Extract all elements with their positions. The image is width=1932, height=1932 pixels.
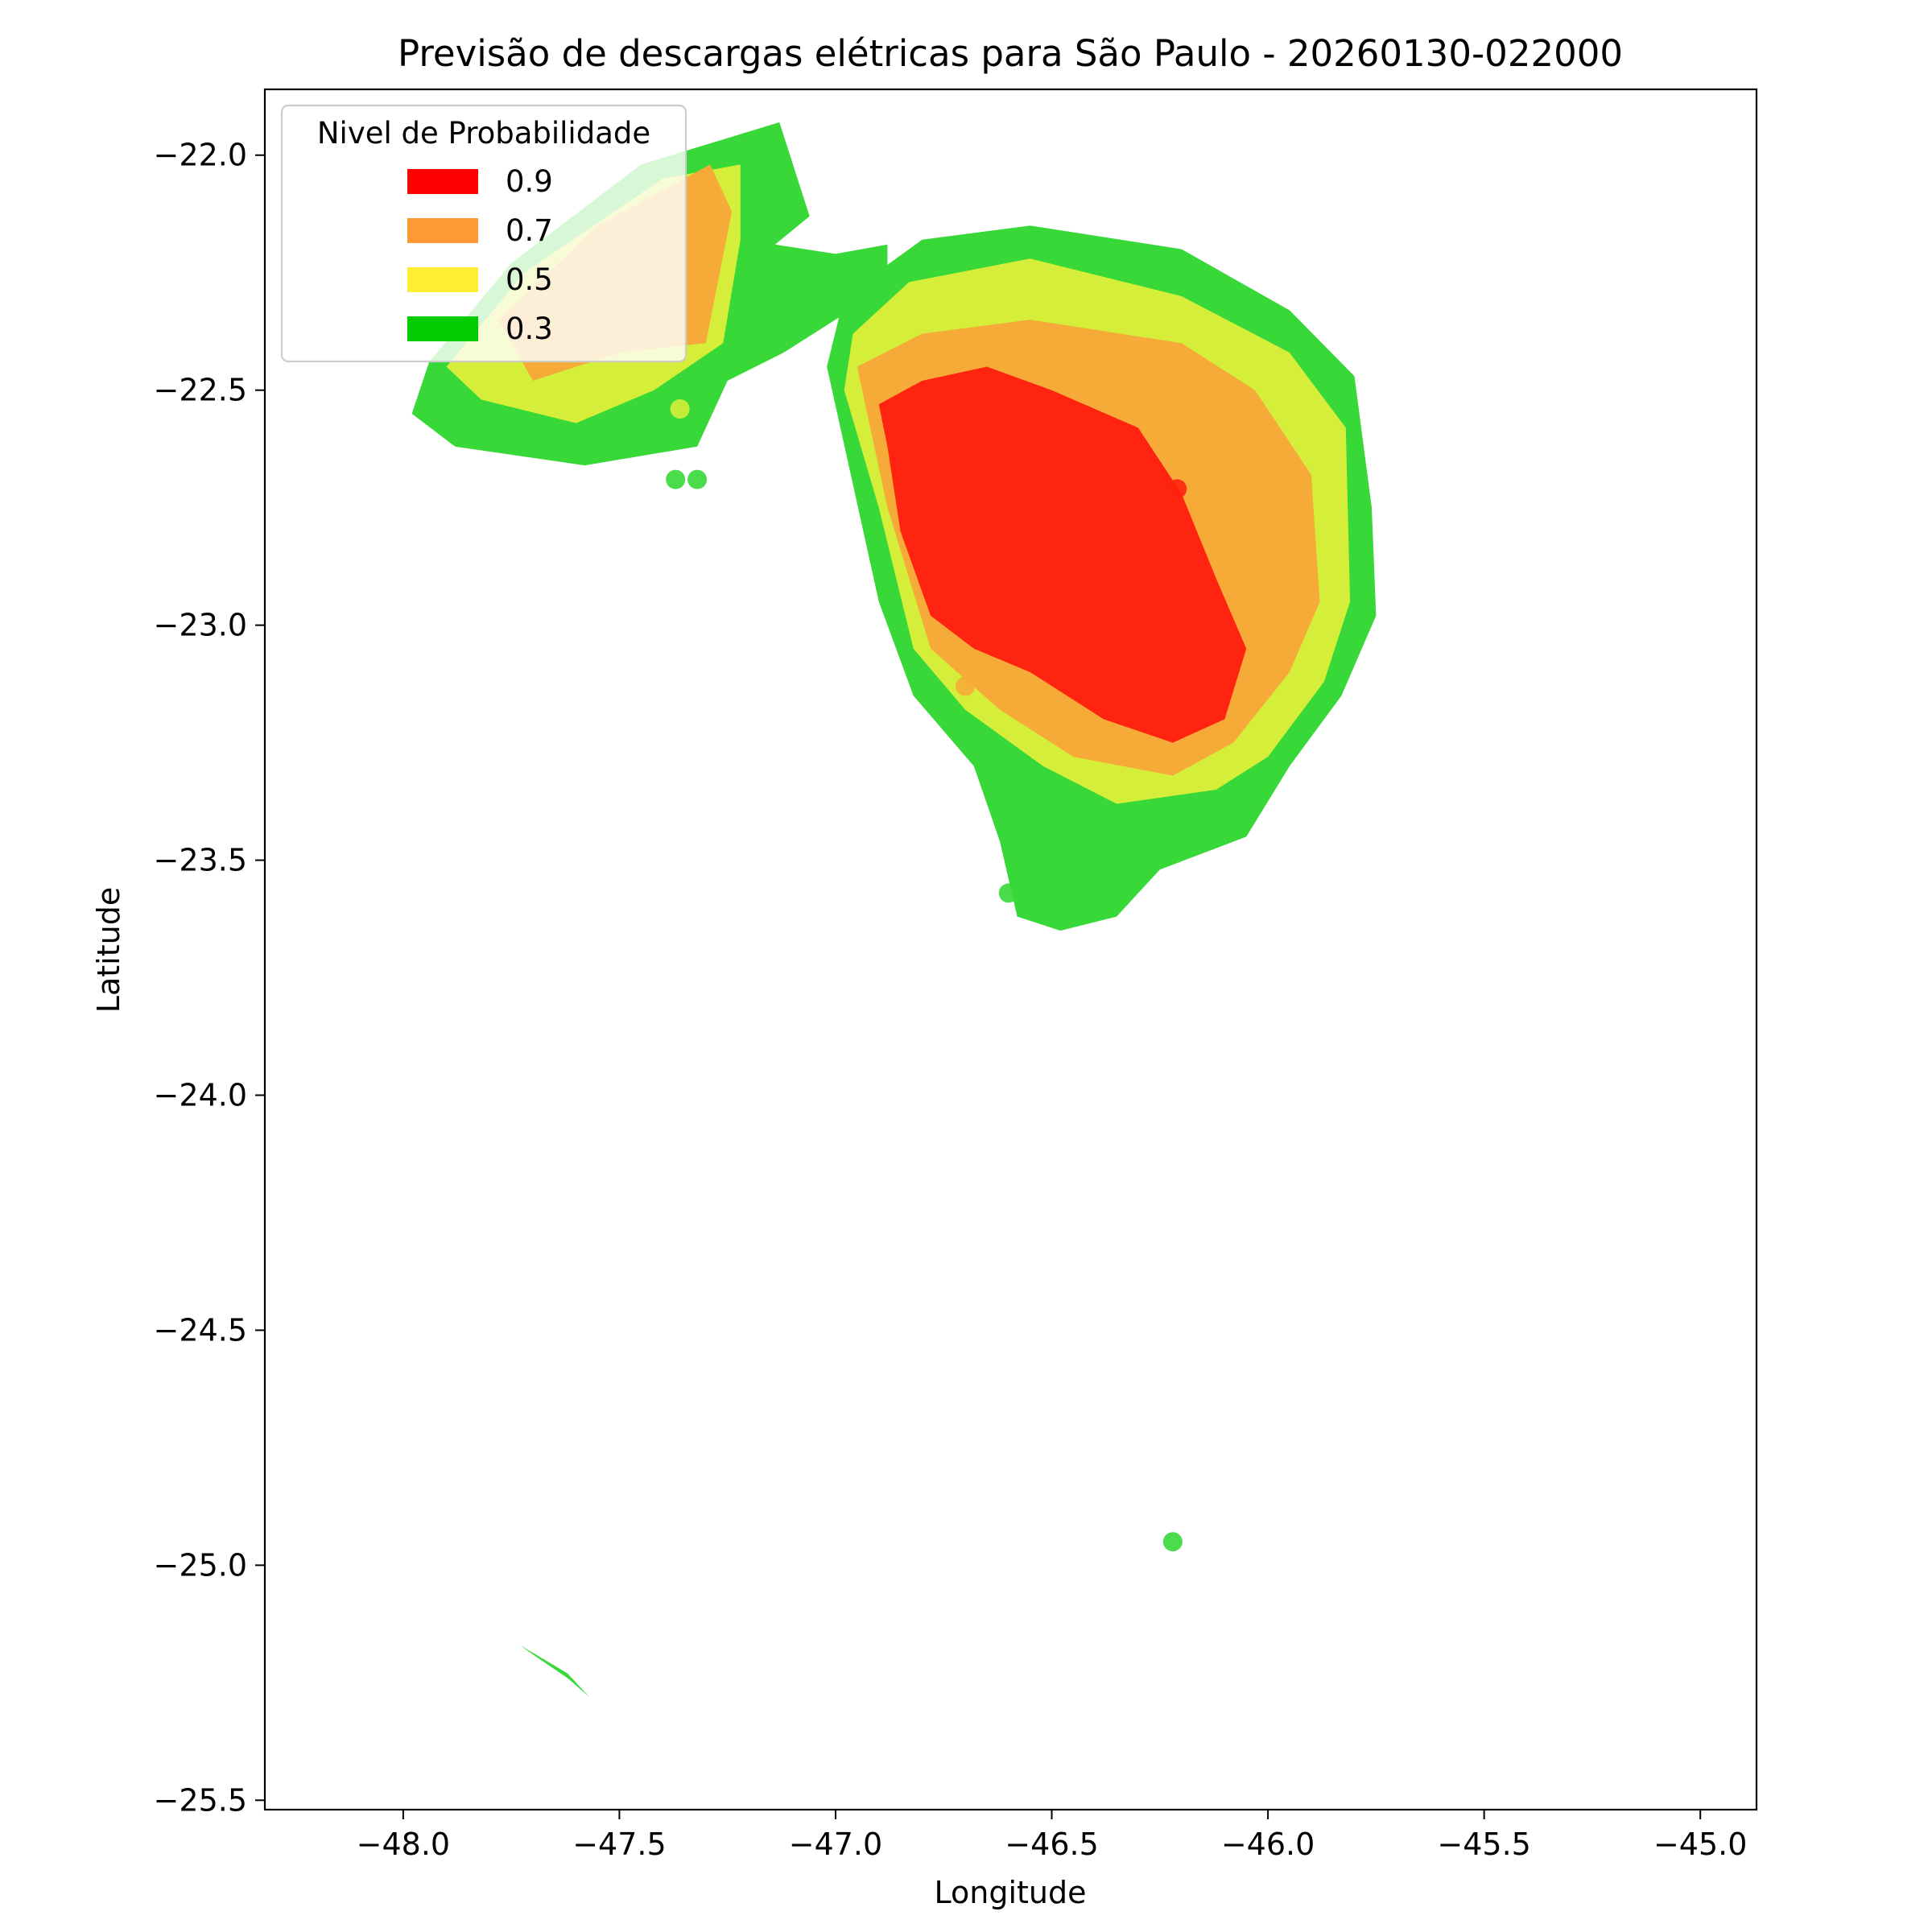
- legend-title: Nivel de Probabilidade: [317, 116, 650, 151]
- x-tick-label: −48.0: [357, 1827, 450, 1862]
- x-tick-label: −46.0: [1221, 1827, 1315, 1862]
- legend-label: 0.9: [506, 164, 553, 199]
- legend: Nivel de Probabilidade 0.9 0.7 0.5 0.3: [280, 104, 687, 363]
- strike-point-8: [1162, 1532, 1183, 1552]
- y-axis-label: Latitude: [91, 887, 126, 1013]
- x-tick-label: −46.5: [1005, 1827, 1098, 1862]
- strike-point-4: [956, 676, 976, 696]
- legend-label: 0.7: [506, 213, 553, 248]
- strike-point-3: [1167, 479, 1187, 499]
- x-tick-label: −45.5: [1437, 1827, 1530, 1862]
- chart-title: Previsão de descargas elétricas para São…: [398, 32, 1623, 75]
- contour-region-03-7: [519, 1645, 589, 1697]
- legend-swatch-07: [407, 218, 478, 243]
- legend-frame: [280, 104, 687, 363]
- strike-point-6: [1042, 700, 1062, 720]
- strike-point-2: [687, 469, 708, 489]
- legend-label: 0.3: [506, 312, 553, 346]
- axes-frame: [263, 88, 1758, 1811]
- plot-area: [411, 122, 1377, 1697]
- y-tick-label: −25.5: [154, 1782, 247, 1818]
- strike-point-5: [1020, 691, 1040, 710]
- x-tick-label: −47.0: [789, 1827, 882, 1862]
- strike-point-0: [670, 399, 690, 419]
- legend-label: 0.5: [506, 262, 553, 297]
- x-axis: −48.0 −47.5 −47.0 −46.5 −46.0 −45.5 −45.0: [357, 1810, 1747, 1862]
- x-tick-label: −47.5: [572, 1827, 666, 1862]
- y-tick-label: −23.0: [154, 608, 247, 643]
- y-tick-label: −25.0: [154, 1547, 247, 1583]
- strike-point-1: [666, 469, 686, 489]
- legend-swatch-09: [407, 169, 478, 194]
- y-tick-label: −24.5: [154, 1312, 247, 1348]
- legend-swatch-03: [407, 316, 478, 341]
- legend-swatch-05: [407, 267, 478, 292]
- x-axis-label: Longitude: [935, 1875, 1087, 1910]
- contour-region-09-6: [878, 366, 1247, 743]
- y-tick-label: −24.0: [154, 1078, 247, 1113]
- y-tick-label: −22.0: [154, 138, 247, 173]
- x-tick-label: −45.0: [1653, 1827, 1747, 1862]
- y-tick-label: −22.5: [154, 373, 247, 408]
- strike-point-7: [998, 883, 1018, 903]
- y-axis: −22.0 −22.5 −23.0 −23.5 −24.0 −24.5 −25.0 −25.5: [154, 138, 265, 1818]
- legend-entries: 0.9 0.7 0.5 0.3: [407, 164, 553, 346]
- y-tick-label: −23.5: [154, 843, 247, 878]
